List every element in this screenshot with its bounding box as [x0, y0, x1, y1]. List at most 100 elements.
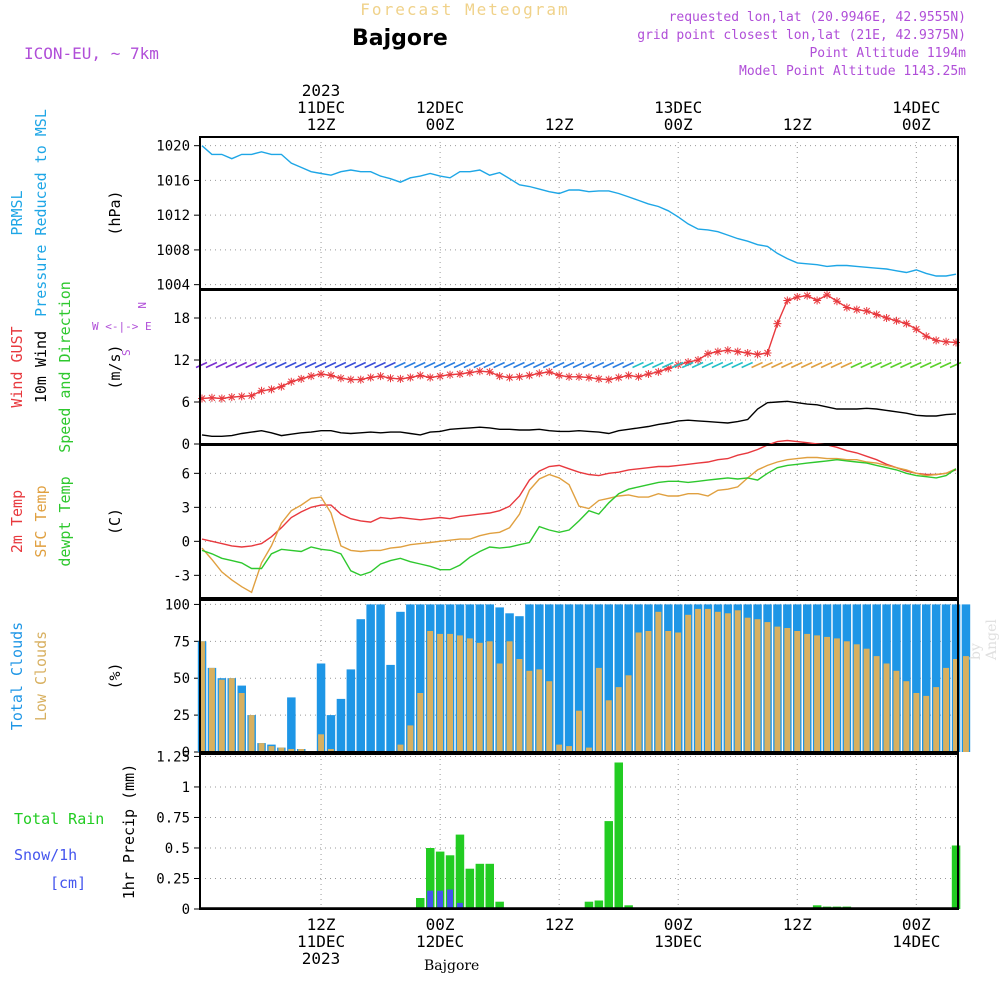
bar — [834, 638, 840, 752]
wind-arrow — [652, 361, 664, 369]
bar — [953, 659, 959, 752]
bar — [336, 698, 346, 752]
gust-point — [952, 338, 960, 347]
wind-arrow — [582, 361, 595, 369]
bar — [883, 663, 890, 752]
gust-point — [892, 316, 901, 325]
gust-point — [604, 375, 613, 384]
wind-arrow — [463, 361, 476, 369]
gust-point — [465, 368, 474, 377]
wind-arrow — [870, 361, 882, 369]
bar — [376, 604, 385, 752]
panel-4: 0 0.25 0.5 0.75 1 1.25 1hr Precip (mm) Total Ra… — [14, 749, 961, 918]
bar — [248, 715, 255, 752]
gust-point — [475, 367, 484, 376]
wind-arrow — [294, 361, 307, 369]
y-tick-label: 6 — [182, 466, 190, 482]
bar — [951, 845, 961, 909]
wind-arrow — [473, 361, 486, 369]
bar — [426, 848, 435, 909]
bar — [705, 608, 711, 752]
bar — [695, 608, 701, 752]
bar — [564, 604, 574, 752]
bar — [933, 687, 940, 752]
gust-point — [297, 374, 306, 383]
requested-lonlat: requested lon,lat (20.9946E, 42.9555N) — [668, 10, 966, 25]
wind-arrow — [394, 361, 406, 369]
y-tick-label: 75 — [173, 634, 190, 650]
time-label-top: 14DEC — [892, 98, 940, 117]
bar — [824, 636, 830, 752]
gust-point — [862, 307, 871, 315]
unit-label: (%) — [106, 662, 124, 689]
gust-point — [247, 391, 256, 400]
gust-point — [763, 349, 772, 357]
y-tick-label: 100 — [165, 597, 190, 613]
time-label-bottom: 00Z — [664, 915, 693, 934]
wind-arrow — [354, 361, 367, 369]
time-label-bottom: 11DEC — [297, 932, 345, 951]
wind-arrow — [562, 361, 575, 369]
wind-arrow — [552, 361, 565, 369]
time-label-top: 11DEC — [297, 98, 345, 117]
y-tick-label: 0.25 — [156, 871, 190, 887]
wind-arrow — [483, 361, 496, 369]
gust-point — [287, 377, 296, 386]
wind-arrow — [949, 361, 962, 369]
wind-arrow — [761, 361, 773, 369]
wind-arrow — [671, 361, 684, 369]
bar — [902, 604, 911, 752]
bar — [754, 619, 761, 752]
gust-point — [525, 371, 534, 380]
bar — [416, 604, 425, 752]
gust-point — [396, 374, 405, 383]
gust-point — [455, 370, 464, 378]
gust-point — [436, 372, 445, 381]
wind-arrow — [334, 361, 347, 369]
wind-arrow — [215, 361, 228, 369]
gust-point — [753, 350, 762, 359]
axis-label: Speed and Direction — [56, 281, 74, 453]
gust-point — [624, 371, 633, 380]
axis-label: 10m Wind — [32, 331, 50, 403]
bar — [356, 619, 365, 752]
bar — [346, 669, 356, 752]
wind-arrow — [284, 361, 297, 369]
bar — [496, 663, 503, 752]
bar — [447, 889, 453, 909]
bar — [812, 905, 822, 909]
wind-arrow — [314, 361, 327, 369]
bar — [288, 749, 295, 752]
y-tick-label: 50 — [173, 671, 190, 687]
y-tick-label: 1 — [182, 780, 190, 796]
axis-label: dewpt Temp — [56, 476, 74, 566]
bar — [506, 641, 513, 752]
gust-point — [317, 370, 326, 378]
wind-arrow — [493, 361, 505, 369]
gust-point — [594, 374, 603, 383]
gust-point — [773, 319, 782, 328]
axis-label: Total Clouds — [8, 622, 26, 730]
unit-label: (m/s) — [106, 344, 124, 389]
gust-point — [346, 375, 355, 384]
y-tick-label: 1008 — [156, 243, 190, 259]
bar — [794, 631, 801, 752]
bar — [635, 632, 642, 752]
bar — [495, 901, 504, 909]
gust-point — [575, 372, 583, 381]
bar — [278, 747, 285, 752]
series-line — [201, 400, 957, 437]
bar — [406, 604, 415, 752]
wind-arrow — [602, 361, 615, 369]
time-label-top: 12Z — [545, 115, 574, 134]
gust-point — [713, 347, 722, 356]
compass-we: W <-|-> E — [92, 320, 152, 333]
series-line — [201, 294, 957, 400]
bar — [714, 611, 721, 752]
wind-arrow — [225, 361, 238, 369]
gust-point — [664, 364, 673, 373]
panel-2: -3 0 3 6 (C) 2m Temp SFC Temp dewpt Temp — [8, 439, 959, 599]
legend-label: [cm] — [50, 874, 86, 892]
bar — [873, 656, 880, 752]
time-label-bottom: 12Z — [307, 915, 336, 934]
